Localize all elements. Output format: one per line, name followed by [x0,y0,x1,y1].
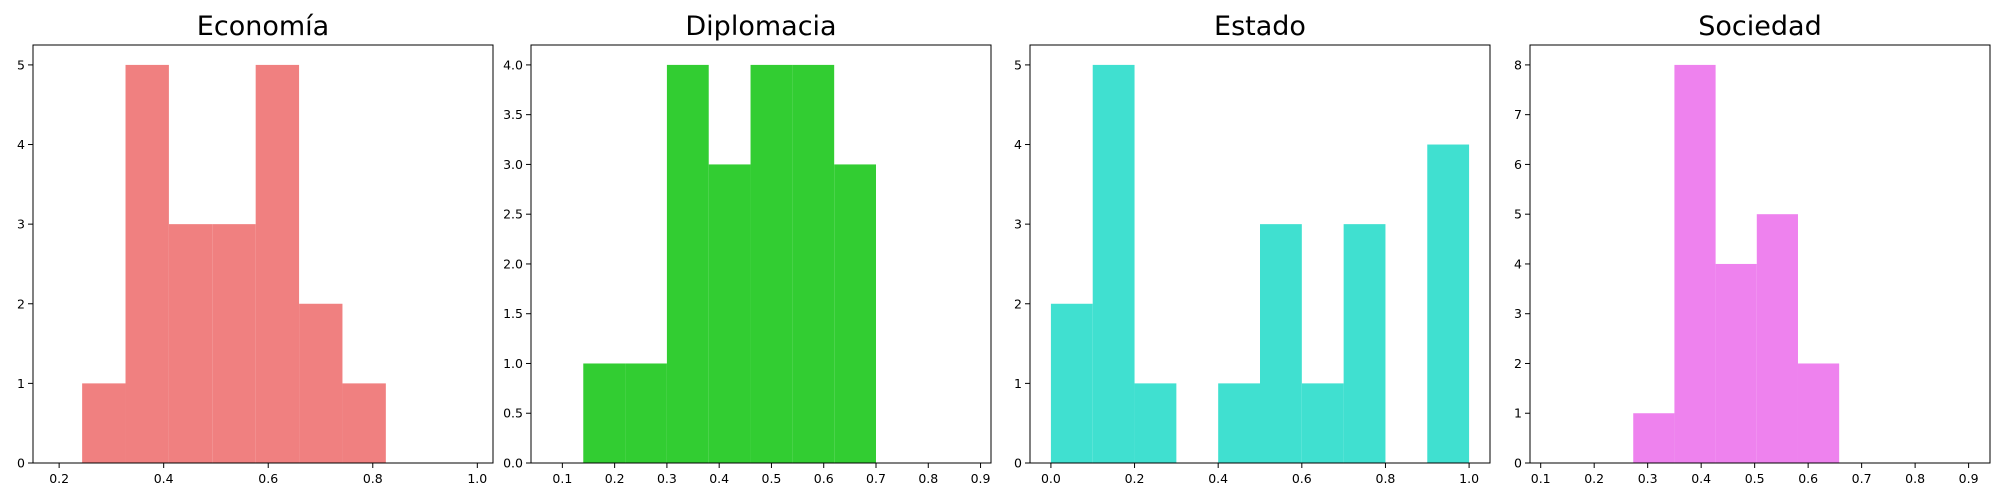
x-tick-label: 0.4 [709,471,729,486]
y-tick-label: 5 [1514,207,1522,222]
y-tick-label: 7 [1514,107,1522,122]
histogram-bar [1756,214,1798,463]
histogram-bar [82,383,126,463]
histogram-bar [1343,224,1386,463]
y-tick-label: 0 [17,456,25,471]
histogram-bar [1301,383,1344,463]
chart-panel-2: 0.1 0.2 0.3 0.4 0.5 0.6 0.7 0.8 0.9 0.0 0.5 1.0 1.5 2… [503,11,992,486]
histogram-bar [792,64,835,464]
histogram-bar [666,64,709,464]
y-tick-label: 2.0 [503,256,523,271]
x-tick-label: 0.8 [1376,471,1396,486]
x-tick-label: 0.2 [49,471,69,486]
x-tick-label: 0.8 [363,471,383,486]
histogram-bar [1218,383,1260,463]
y-tick-label: 4 [17,137,25,152]
y-tick-label: 6 [1514,157,1522,172]
y-tick-label: 0 [1014,456,1022,471]
y-tick-label: 5 [17,57,25,72]
y-tick-label: 2 [1014,296,1022,311]
histogram-bar [1260,224,1302,463]
histogram-bar [212,224,256,463]
histogram-bar [708,164,751,463]
chart-title: Diplomacia [685,11,836,42]
x-tick-label: 0.4 [1208,471,1228,486]
x-tick-label: 0.2 [1125,471,1145,486]
x-tick-label: 1.0 [467,471,487,486]
x-tick-label: 0.8 [1905,471,1925,486]
x-tick-label: 0.2 [605,471,625,486]
y-tick-label: 0.5 [503,406,523,421]
chart-title: Estado [1214,11,1306,42]
histogram-bar [255,64,300,464]
y-tick-label: 3.5 [503,107,523,122]
histogram-bar [1715,263,1757,463]
histogram-bar [625,363,667,463]
y-tick-label: 1 [17,376,25,391]
histogram-bar [750,64,793,464]
axes-frame [1529,44,1991,464]
x-tick-label: 0.6 [258,471,278,486]
y-tick-label: 3.0 [503,157,523,172]
x-tick-label: 0.8 [918,471,938,486]
chart-panel-3: 0.0 0.2 0.4 0.6 0.8 1.0 0 1 2 3 4 5 Estado [1014,11,1491,486]
x-tick-label: 0.9 [971,471,991,486]
x-tick-label: 0.3 [657,471,677,486]
y-tick-label: 1 [1014,376,1022,391]
histogram-bar [834,164,876,463]
chart-title: Sociedad [1698,11,1821,42]
histogram-bar [1092,64,1135,464]
histogram-bar [1050,303,1093,463]
axes-frame [32,44,494,464]
histogram-bar [342,383,386,463]
histogram-bar [1797,363,1840,463]
y-tick-label: 8 [1514,57,1522,72]
y-tick-label: 2.5 [503,207,523,222]
histogram-bar [299,303,343,463]
chart-panel-1: 0.2 0.4 0.6 0.8 1.0 0 1 2 3 4 5 Economía [17,11,494,486]
y-tick-label: 2 [17,296,25,311]
x-tick-label: 0.5 [762,471,782,486]
x-tick-label: 0.1 [552,471,572,486]
y-tick-label: 1.5 [503,306,523,321]
y-tick-label: 0.0 [503,456,523,471]
y-tick-label: 3 [17,217,25,232]
axes-frame [1029,44,1491,464]
x-tick-label: 0.5 [1745,471,1765,486]
x-tick-label: 0.4 [1691,471,1711,486]
chart-panel-4: 0.1 0.2 0.3 0.4 0.5 0.6 0.7 0.8 0.9 0 1 2 3 4 5 6 7 8 Soci… [1514,11,1991,486]
x-tick-label: 1.0 [1459,471,1479,486]
x-tick-label: 0.2 [1584,471,1604,486]
y-tick-label: 1.0 [503,356,523,371]
x-tick-label: 0.9 [1959,471,1979,486]
x-tick-label: 0.0 [1041,471,1061,486]
histogram-bar [1134,383,1177,463]
histogram-bar [1633,413,1675,463]
x-tick-label: 0.6 [814,471,834,486]
x-tick-label: 0.3 [1638,471,1658,486]
x-tick-label: 0.7 [866,471,886,486]
histogram-bar [1674,64,1716,464]
chart-title: Economía [197,11,329,42]
y-tick-label: 4.0 [503,57,523,72]
x-tick-label: 0.6 [1798,471,1818,486]
y-tick-label: 3 [1014,217,1022,232]
y-tick-label: 0 [1514,456,1522,471]
y-tick-label: 5 [1014,57,1022,72]
histogram-bar [583,363,626,463]
histogram-bar [1427,144,1470,463]
x-tick-label: 0.1 [1531,471,1551,486]
histogram-bar [125,64,169,464]
axes-frame [530,44,992,464]
x-tick-label: 0.4 [154,471,174,486]
x-tick-label: 0.6 [1292,471,1312,486]
y-tick-label: 1 [1514,406,1522,421]
y-tick-label: 4 [1014,137,1022,152]
y-tick-label: 2 [1514,356,1522,371]
histogram-bar [168,224,213,463]
y-tick-label: 3 [1514,306,1522,321]
y-tick-label: 4 [1514,256,1522,271]
x-tick-label: 0.7 [1852,471,1872,486]
